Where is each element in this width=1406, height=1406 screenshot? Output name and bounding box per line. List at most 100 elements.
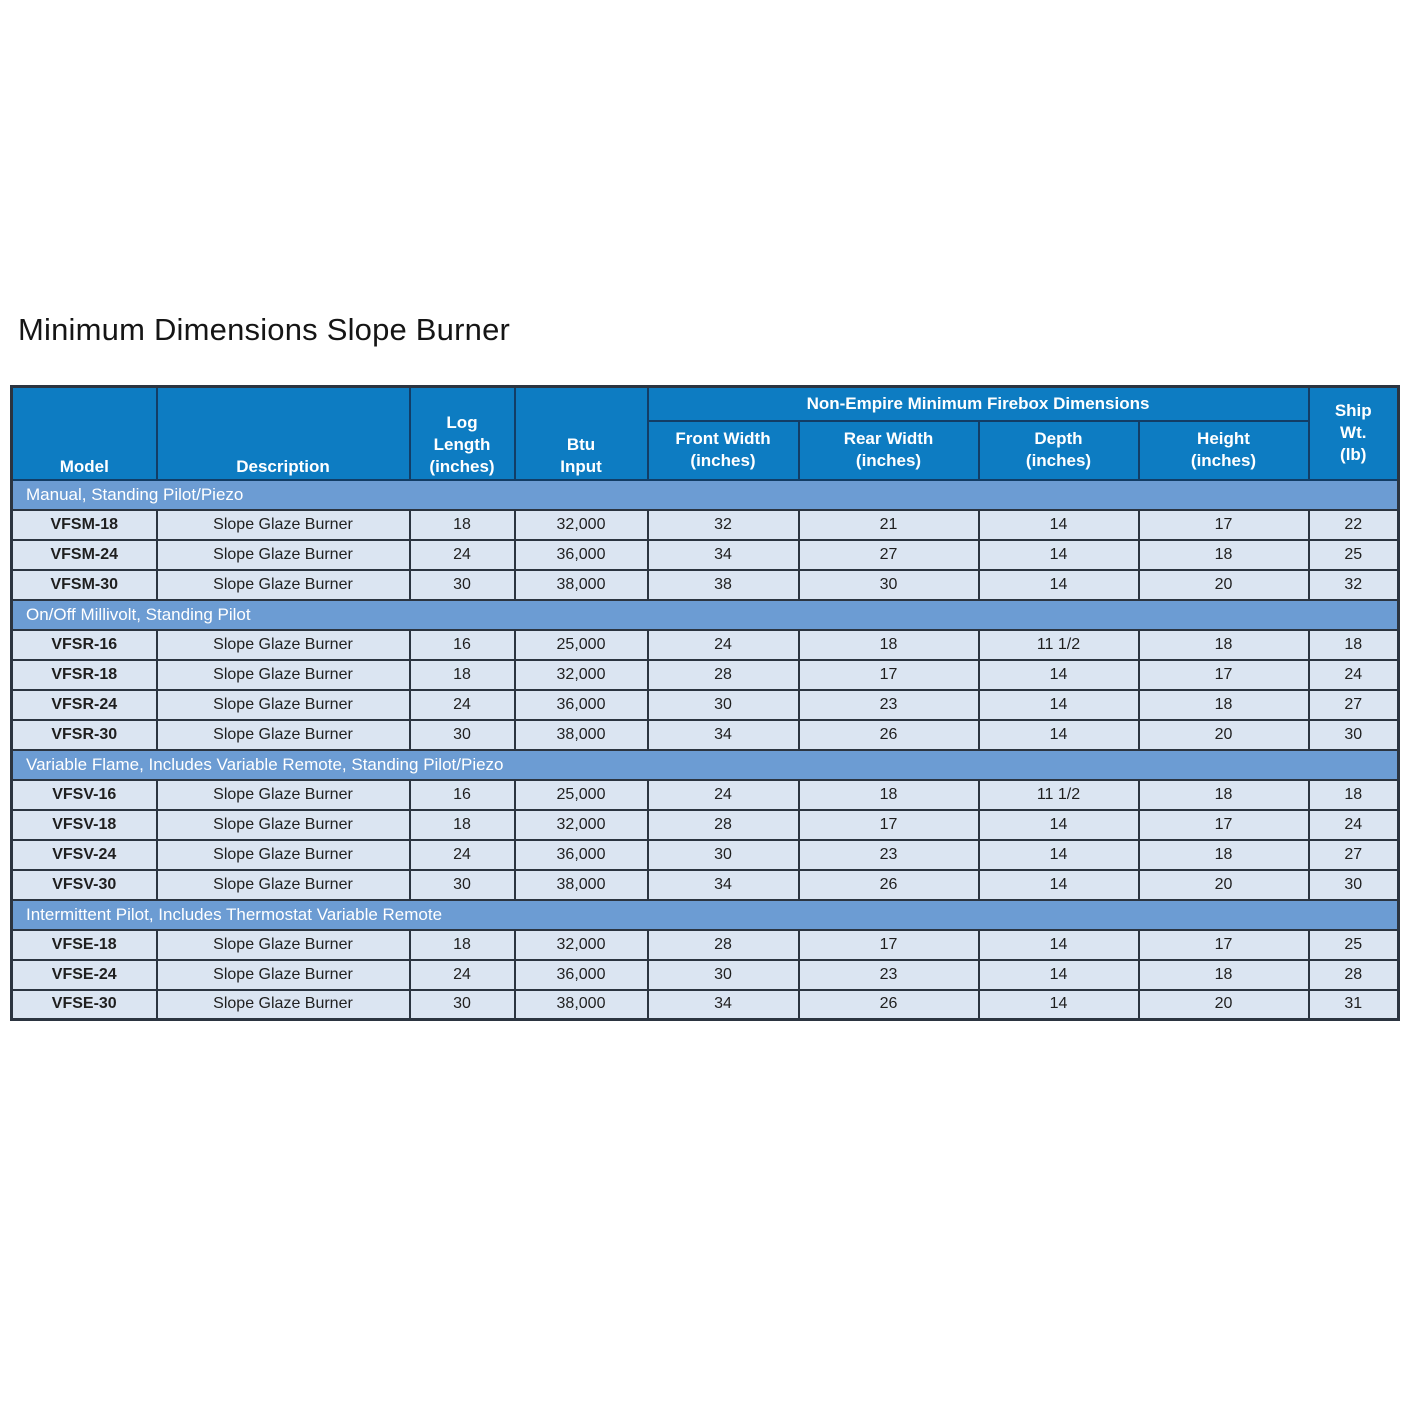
cell-rear-width: 26 xyxy=(797,718,980,751)
cell-rear-width: 23 xyxy=(797,838,980,871)
cell-height: 18 xyxy=(1137,838,1310,871)
section-header-row: Manual, Standing Pilot/Piezo xyxy=(10,478,1400,511)
cell-depth: 14 xyxy=(977,988,1140,1021)
cell-log-length: 24 xyxy=(408,958,516,991)
cell-model: VFSM-24 xyxy=(10,538,158,571)
section-label: Intermittent Pilot, Includes Thermostat … xyxy=(10,898,1400,931)
cell-front-width: 28 xyxy=(646,808,800,841)
cell-description: Slope Glaze Burner xyxy=(155,658,411,691)
section-header-row: Variable Flame, Includes Variable Remote… xyxy=(10,748,1400,781)
cell-description: Slope Glaze Burner xyxy=(155,928,411,961)
cell-depth: 14 xyxy=(977,688,1140,721)
cell-height: 18 xyxy=(1137,688,1310,721)
cell-front-width: 34 xyxy=(646,988,800,1021)
column-header-rear-width: Rear Width (inches) xyxy=(797,419,980,481)
column-header-front-width: Front Width (inches) xyxy=(646,419,800,481)
cell-btu-input: 36,000 xyxy=(513,838,649,871)
cell-height: 18 xyxy=(1137,538,1310,571)
table-row: VFSR-24 Slope Glaze Burner 24 36,000 30 23 14 1… xyxy=(10,688,1400,721)
cell-btu-input: 36,000 xyxy=(513,688,649,721)
cell-model: VFSR-16 xyxy=(10,628,158,661)
table-row: VFSR-18 Slope Glaze Burner 18 32,000 28 17 14 1… xyxy=(10,658,1400,691)
table-row: VFSV-16 Slope Glaze Burner 16 25,000 24 18 11 … xyxy=(10,778,1400,811)
cell-depth: 14 xyxy=(977,868,1140,901)
cell-ship-wt: 32 xyxy=(1307,568,1400,601)
cell-rear-width: 17 xyxy=(797,808,980,841)
cell-ship-wt: 25 xyxy=(1307,538,1400,571)
cell-height: 17 xyxy=(1137,928,1310,961)
cell-front-width: 32 xyxy=(646,508,800,541)
cell-depth: 14 xyxy=(977,508,1140,541)
cell-height: 18 xyxy=(1137,958,1310,991)
cell-description: Slope Glaze Burner xyxy=(155,988,411,1021)
cell-front-width: 28 xyxy=(646,658,800,691)
cell-rear-width: 18 xyxy=(797,778,980,811)
cell-front-width: 24 xyxy=(646,778,800,811)
cell-height: 17 xyxy=(1137,508,1310,541)
cell-ship-wt: 24 xyxy=(1307,808,1400,841)
cell-depth: 14 xyxy=(977,928,1140,961)
cell-log-length: 30 xyxy=(408,568,516,601)
cell-depth: 11 1/2 xyxy=(977,628,1140,661)
cell-log-length: 24 xyxy=(408,688,516,721)
section-label: On/Off Millivolt, Standing Pilot xyxy=(10,598,1400,631)
cell-model: VFSE-18 xyxy=(10,928,158,961)
cell-model: VFSM-30 xyxy=(10,568,158,601)
cell-rear-width: 21 xyxy=(797,508,980,541)
cell-log-length: 24 xyxy=(408,538,516,571)
cell-description: Slope Glaze Burner xyxy=(155,958,411,991)
cell-description: Slope Glaze Burner xyxy=(155,628,411,661)
section-header-row: Intermittent Pilot, Includes Thermostat … xyxy=(10,898,1400,931)
cell-ship-wt: 18 xyxy=(1307,628,1400,661)
cell-model: VFSV-30 xyxy=(10,868,158,901)
cell-ship-wt: 30 xyxy=(1307,868,1400,901)
table-row: VFSE-24 Slope Glaze Burner 24 36,000 30 23 14 1… xyxy=(10,958,1400,991)
cell-ship-wt: 30 xyxy=(1307,718,1400,751)
cell-front-width: 28 xyxy=(646,928,800,961)
cell-log-length: 18 xyxy=(408,658,516,691)
table-row: VFSE-18 Slope Glaze Burner 18 32,000 28 17 14 1… xyxy=(10,928,1400,961)
cell-front-width: 24 xyxy=(646,628,800,661)
section-header-row: On/Off Millivolt, Standing Pilot xyxy=(10,598,1400,631)
cell-log-length: 24 xyxy=(408,838,516,871)
cell-depth: 14 xyxy=(977,658,1140,691)
cell-log-length: 30 xyxy=(408,868,516,901)
column-group-header-firebox-dimensions: Non-Empire Minimum Firebox Dimensions xyxy=(646,385,1310,422)
cell-log-length: 30 xyxy=(408,718,516,751)
cell-depth: 14 xyxy=(977,538,1140,571)
cell-front-width: 34 xyxy=(646,868,800,901)
cell-btu-input: 32,000 xyxy=(513,928,649,961)
cell-btu-input: 32,000 xyxy=(513,658,649,691)
cell-height: 20 xyxy=(1137,718,1310,751)
cell-rear-width: 26 xyxy=(797,988,980,1021)
cell-btu-input: 38,000 xyxy=(513,718,649,751)
table-row: VFSM-18 Slope Glaze Burner 18 32,000 32 21 14 1… xyxy=(10,508,1400,541)
cell-front-width: 38 xyxy=(646,568,800,601)
cell-description: Slope Glaze Burner xyxy=(155,538,411,571)
cell-rear-width: 26 xyxy=(797,868,980,901)
cell-height: 18 xyxy=(1137,778,1310,811)
cell-ship-wt: 31 xyxy=(1307,988,1400,1021)
section-label: Variable Flame, Includes Variable Remote… xyxy=(10,748,1400,781)
cell-model: VFSE-30 xyxy=(10,988,158,1021)
header-row-sub: Front Width (inches) Rear Width (inches)… xyxy=(12,419,1399,481)
table-row: VFSV-18 Slope Glaze Burner 18 32,000 28 17 14 1… xyxy=(10,808,1400,841)
table-header: Model Description Log Length (inches) Bt… xyxy=(10,385,1400,481)
table-row: VFSE-30 Slope Glaze Burner 30 38,000 34 26 14 2… xyxy=(10,988,1400,1021)
cell-description: Slope Glaze Burner xyxy=(155,568,411,601)
cell-rear-width: 17 xyxy=(797,928,980,961)
cell-front-width: 34 xyxy=(646,718,800,751)
cell-ship-wt: 28 xyxy=(1307,958,1400,991)
cell-log-length: 30 xyxy=(408,988,516,1021)
cell-log-length: 16 xyxy=(408,628,516,661)
table-row: VFSM-24 Slope Glaze Burner 24 36,000 34 27 14 1… xyxy=(10,538,1400,571)
cell-front-width: 30 xyxy=(646,688,800,721)
table-body: Manual, Standing Pilot/Piezo VFSM-18 Slope… xyxy=(10,478,1400,1021)
cell-description: Slope Glaze Burner xyxy=(155,868,411,901)
cell-rear-width: 17 xyxy=(797,658,980,691)
cell-description: Slope Glaze Burner xyxy=(155,808,411,841)
cell-model: VFSR-18 xyxy=(10,658,158,691)
cell-log-length: 18 xyxy=(408,928,516,961)
cell-height: 20 xyxy=(1137,868,1310,901)
cell-description: Slope Glaze Burner xyxy=(155,688,411,721)
